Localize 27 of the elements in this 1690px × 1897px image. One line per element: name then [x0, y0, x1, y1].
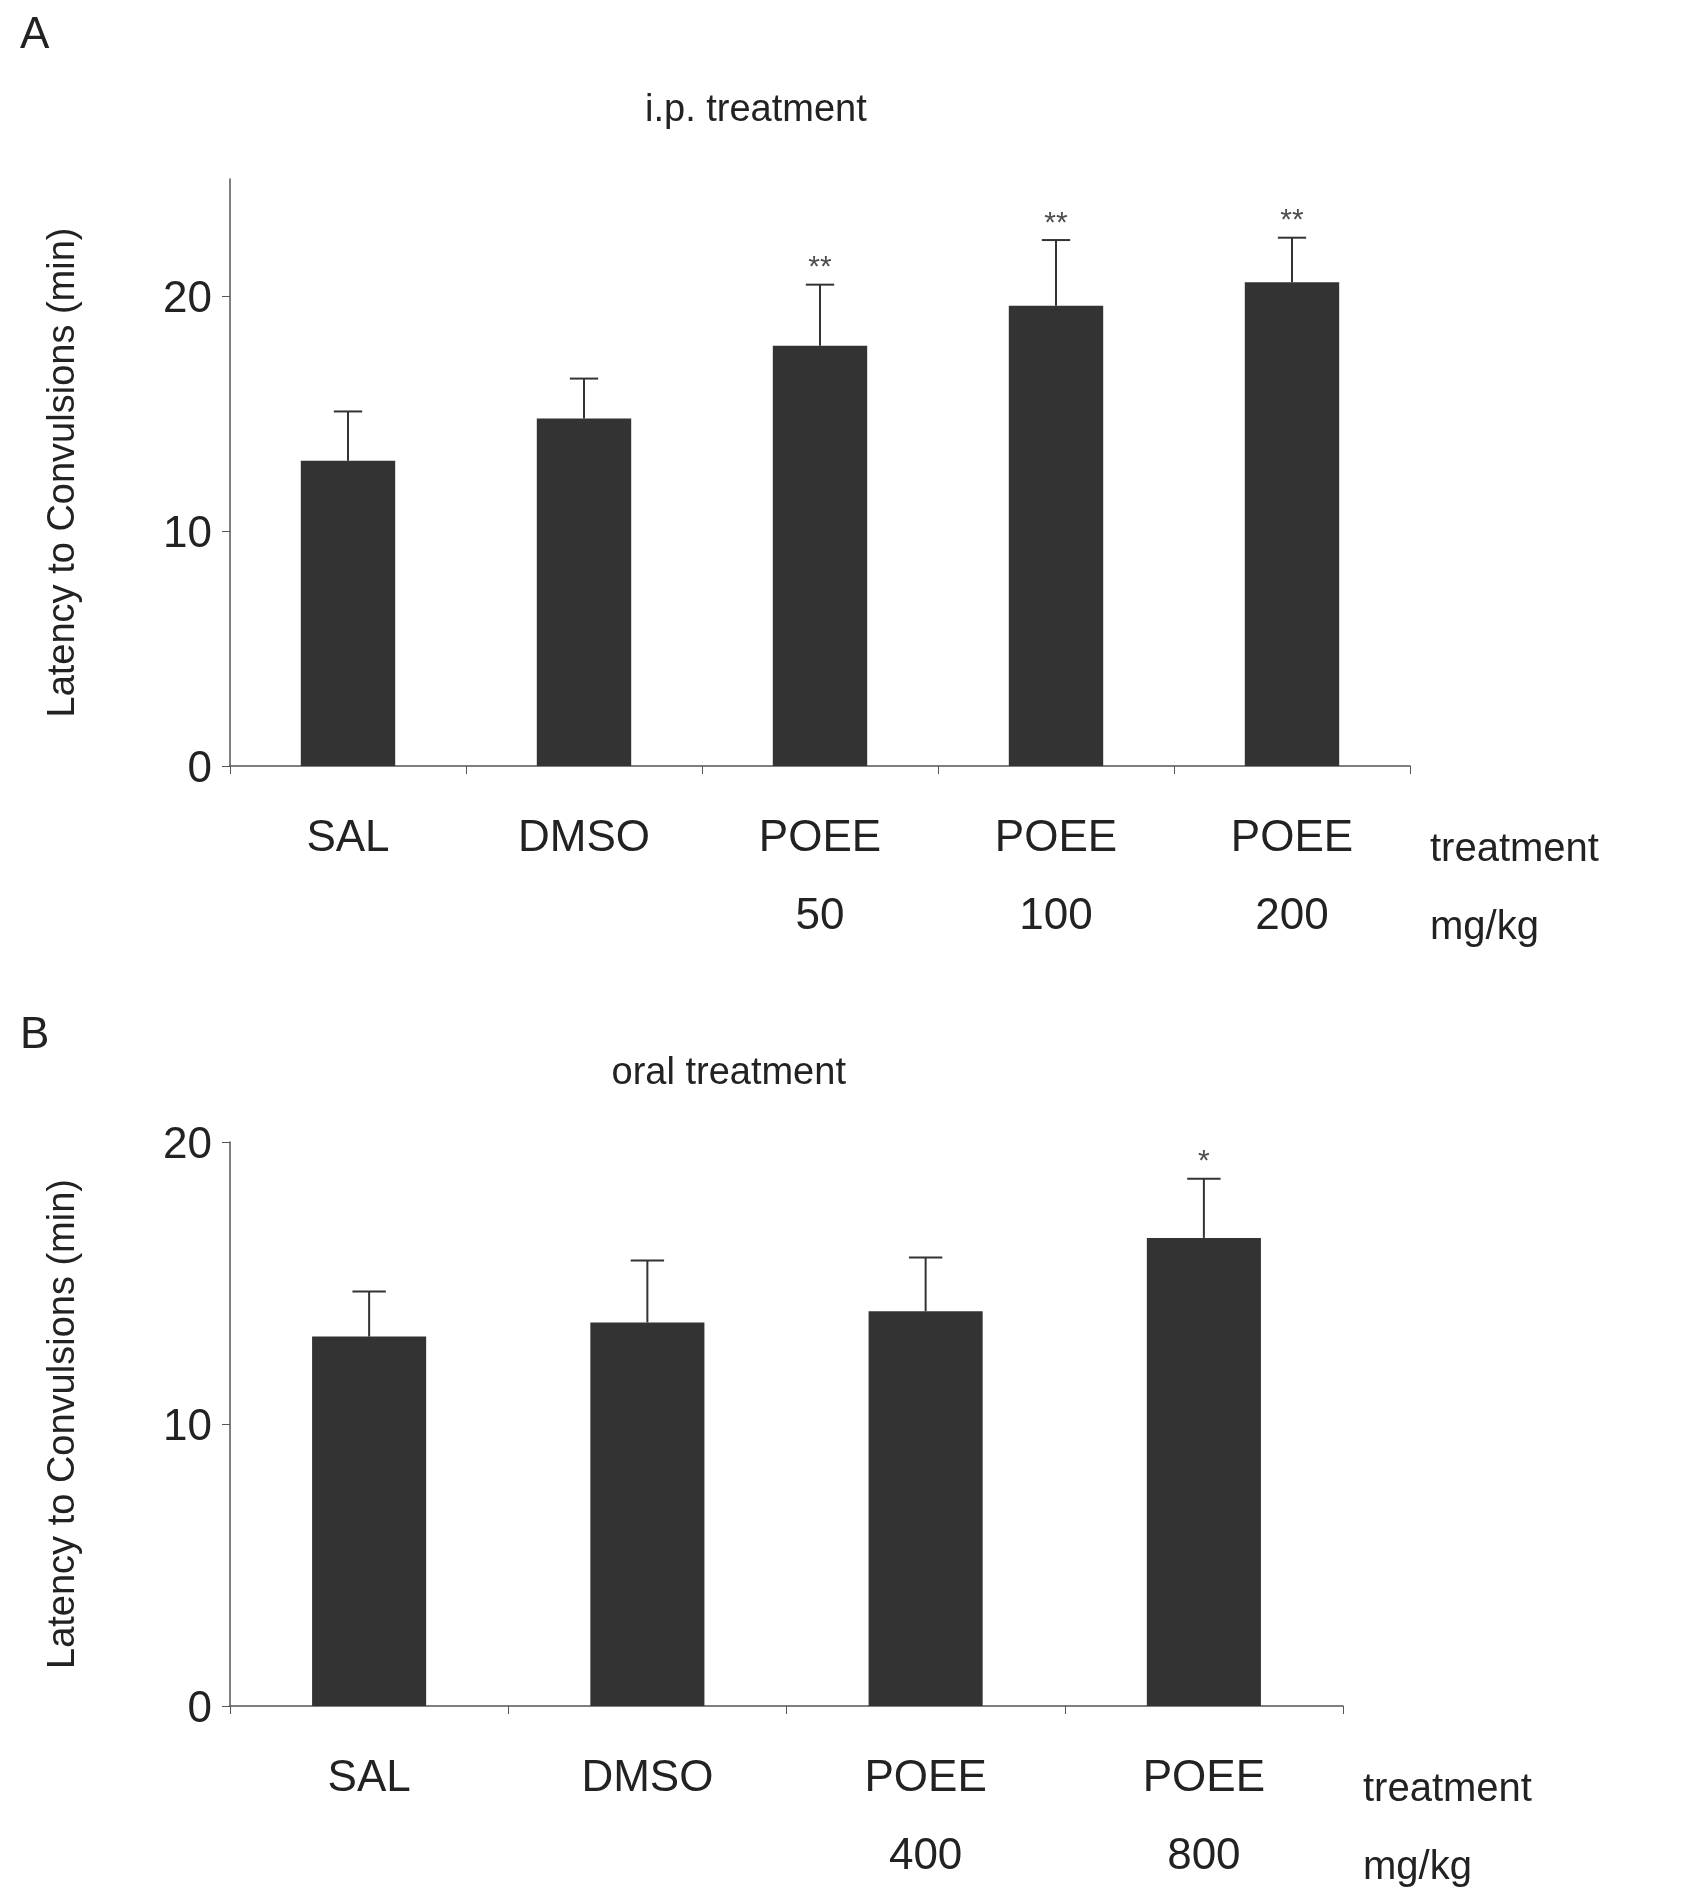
- x-tick-label: SAL: [306, 810, 390, 860]
- x-tick-label: SAL: [327, 1750, 411, 1800]
- y-tick-label: 10: [163, 506, 212, 556]
- text: A: [20, 7, 50, 57]
- x-tick-label: POEE 400: [864, 1750, 987, 1878]
- text: B: [20, 1007, 50, 1057]
- y-tick-label: 20: [163, 1117, 212, 1167]
- y-axis-title: Latency to Convulsions (min): [40, 1179, 82, 1669]
- x-tick-label: POEE 50: [758, 810, 882, 938]
- x-axis-title: treatment mg/kg: [1363, 1765, 1532, 1887]
- y-tick-label: 0: [187, 1681, 212, 1731]
- x-tick-label: DMSO: [581, 1750, 714, 1800]
- y-tick-label: 10: [163, 1399, 212, 1449]
- y-tick-label: 0: [187, 741, 212, 791]
- x-tick-label: POEE 100: [994, 810, 1118, 938]
- x-tick-label: DMSO: [518, 810, 650, 860]
- annotation: **: [1280, 202, 1304, 236]
- x-tick-label: POEE 800: [1142, 1750, 1266, 1878]
- annotation: *: [1198, 1143, 1211, 1177]
- annotation: **: [808, 249, 832, 283]
- annotation: **: [1044, 204, 1068, 238]
- x-axis-title: treatment mg/kg: [1430, 825, 1599, 947]
- chart-title: i.p. treatment: [645, 87, 868, 129]
- chart-title: oral treatment: [611, 1050, 847, 1092]
- y-tick-label: 20: [163, 271, 212, 321]
- x-tick-label: POEE 200: [1230, 810, 1354, 938]
- y-axis-title: Latency to Convulsions (min): [40, 227, 82, 718]
